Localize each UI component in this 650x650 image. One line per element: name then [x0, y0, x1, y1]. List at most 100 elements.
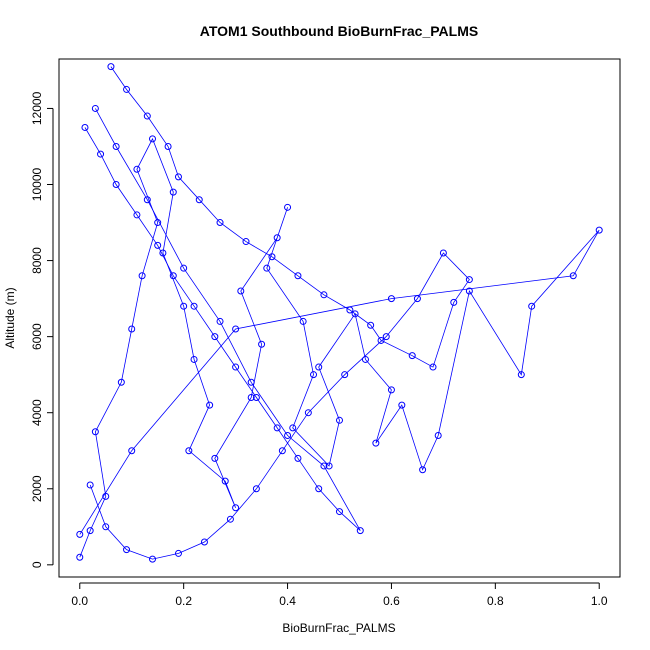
data-point	[190, 355, 198, 363]
data-point	[81, 123, 89, 131]
data-point	[128, 447, 136, 455]
data-point	[102, 523, 110, 531]
x-tick-label: 0.0	[71, 594, 88, 608]
data-point	[465, 287, 473, 295]
data-point	[252, 393, 260, 401]
data-point	[263, 264, 271, 272]
data-point	[346, 306, 354, 314]
data-point	[465, 276, 473, 284]
data-point	[284, 432, 292, 440]
data-point	[123, 85, 131, 93]
data-point	[336, 508, 343, 516]
data-point	[133, 165, 141, 173]
data-point	[247, 378, 255, 386]
data-point	[528, 302, 536, 310]
data-point	[107, 63, 115, 71]
data-point	[320, 291, 328, 299]
data-point	[377, 336, 385, 344]
data-point	[341, 371, 349, 379]
data-point	[216, 317, 224, 325]
x-tick-label: 1.0	[591, 594, 608, 608]
data-point	[252, 485, 260, 493]
data-point	[211, 454, 219, 462]
y-tick-label: 12000	[30, 91, 44, 125]
data-point	[232, 363, 240, 371]
data-point	[398, 401, 406, 409]
data-point	[299, 317, 307, 325]
data-point	[434, 432, 442, 440]
data-point	[123, 546, 131, 554]
data-point	[294, 272, 302, 280]
data-point	[268, 253, 276, 261]
data-point	[517, 371, 525, 379]
data-point	[195, 196, 203, 204]
data-point	[284, 203, 292, 211]
data-point	[450, 298, 458, 306]
data-point	[200, 538, 208, 546]
data-point	[304, 409, 312, 417]
data-point	[569, 272, 577, 280]
data-point	[174, 549, 182, 557]
y-axis-label: Altitude (m)	[3, 287, 17, 348]
plot-frame	[58, 58, 621, 578]
data-point	[429, 363, 437, 371]
data-point	[133, 211, 141, 219]
data-point	[76, 530, 84, 538]
y-tick-label: 6000	[30, 323, 44, 350]
x-tick-label: 0.2	[175, 594, 192, 608]
data-point	[180, 302, 188, 310]
data-point	[372, 439, 380, 447]
data-point	[413, 295, 421, 303]
data-point	[185, 447, 193, 455]
data-point	[289, 424, 297, 432]
data-point	[351, 310, 359, 318]
data-point	[138, 272, 146, 280]
data-series	[76, 63, 603, 563]
data-point	[273, 424, 281, 432]
y-tick-label: 8000	[30, 247, 44, 274]
data-point	[154, 241, 162, 249]
data-point	[102, 492, 110, 500]
data-point	[310, 371, 318, 379]
y-tick-label: 0	[30, 561, 44, 568]
data-point	[164, 142, 172, 150]
x-tick-label: 0.6	[383, 594, 400, 608]
data-point	[206, 401, 214, 409]
data-point	[169, 272, 177, 280]
data-point	[143, 112, 151, 120]
data-point	[211, 333, 219, 341]
data-point	[174, 173, 182, 181]
data-point	[367, 321, 375, 329]
data-point	[387, 295, 395, 303]
data-point	[361, 355, 369, 363]
data-point	[336, 416, 343, 424]
data-point	[382, 333, 390, 341]
data-point	[143, 196, 151, 204]
data-point	[315, 485, 323, 493]
x-axis-label: BioBurnFrac_PALMS	[282, 621, 395, 635]
data-point	[320, 462, 328, 470]
data-point	[112, 181, 120, 189]
data-point	[419, 466, 427, 474]
x-axis: 0.0 0.2 0.4 0.6 0.8 1.0	[71, 582, 608, 608]
series-line	[84, 108, 361, 531]
data-point	[595, 226, 603, 234]
data-point	[190, 302, 198, 310]
y-axis: 0 2000 4000 6000 8000 10000 12000	[30, 91, 54, 568]
data-point	[356, 527, 364, 535]
data-point	[128, 325, 136, 333]
data-point	[237, 287, 245, 295]
data-point	[117, 378, 125, 386]
data-point	[258, 340, 266, 348]
x-tick-label: 0.8	[487, 594, 504, 608]
data-point	[294, 454, 302, 462]
data-point	[232, 504, 240, 512]
y-tick-label: 2000	[30, 475, 44, 502]
data-point	[387, 386, 395, 394]
data-point	[247, 393, 255, 401]
data-point	[149, 555, 156, 563]
data-point	[216, 219, 224, 227]
y-tick-label: 4000	[30, 399, 44, 426]
data-point	[221, 477, 229, 485]
